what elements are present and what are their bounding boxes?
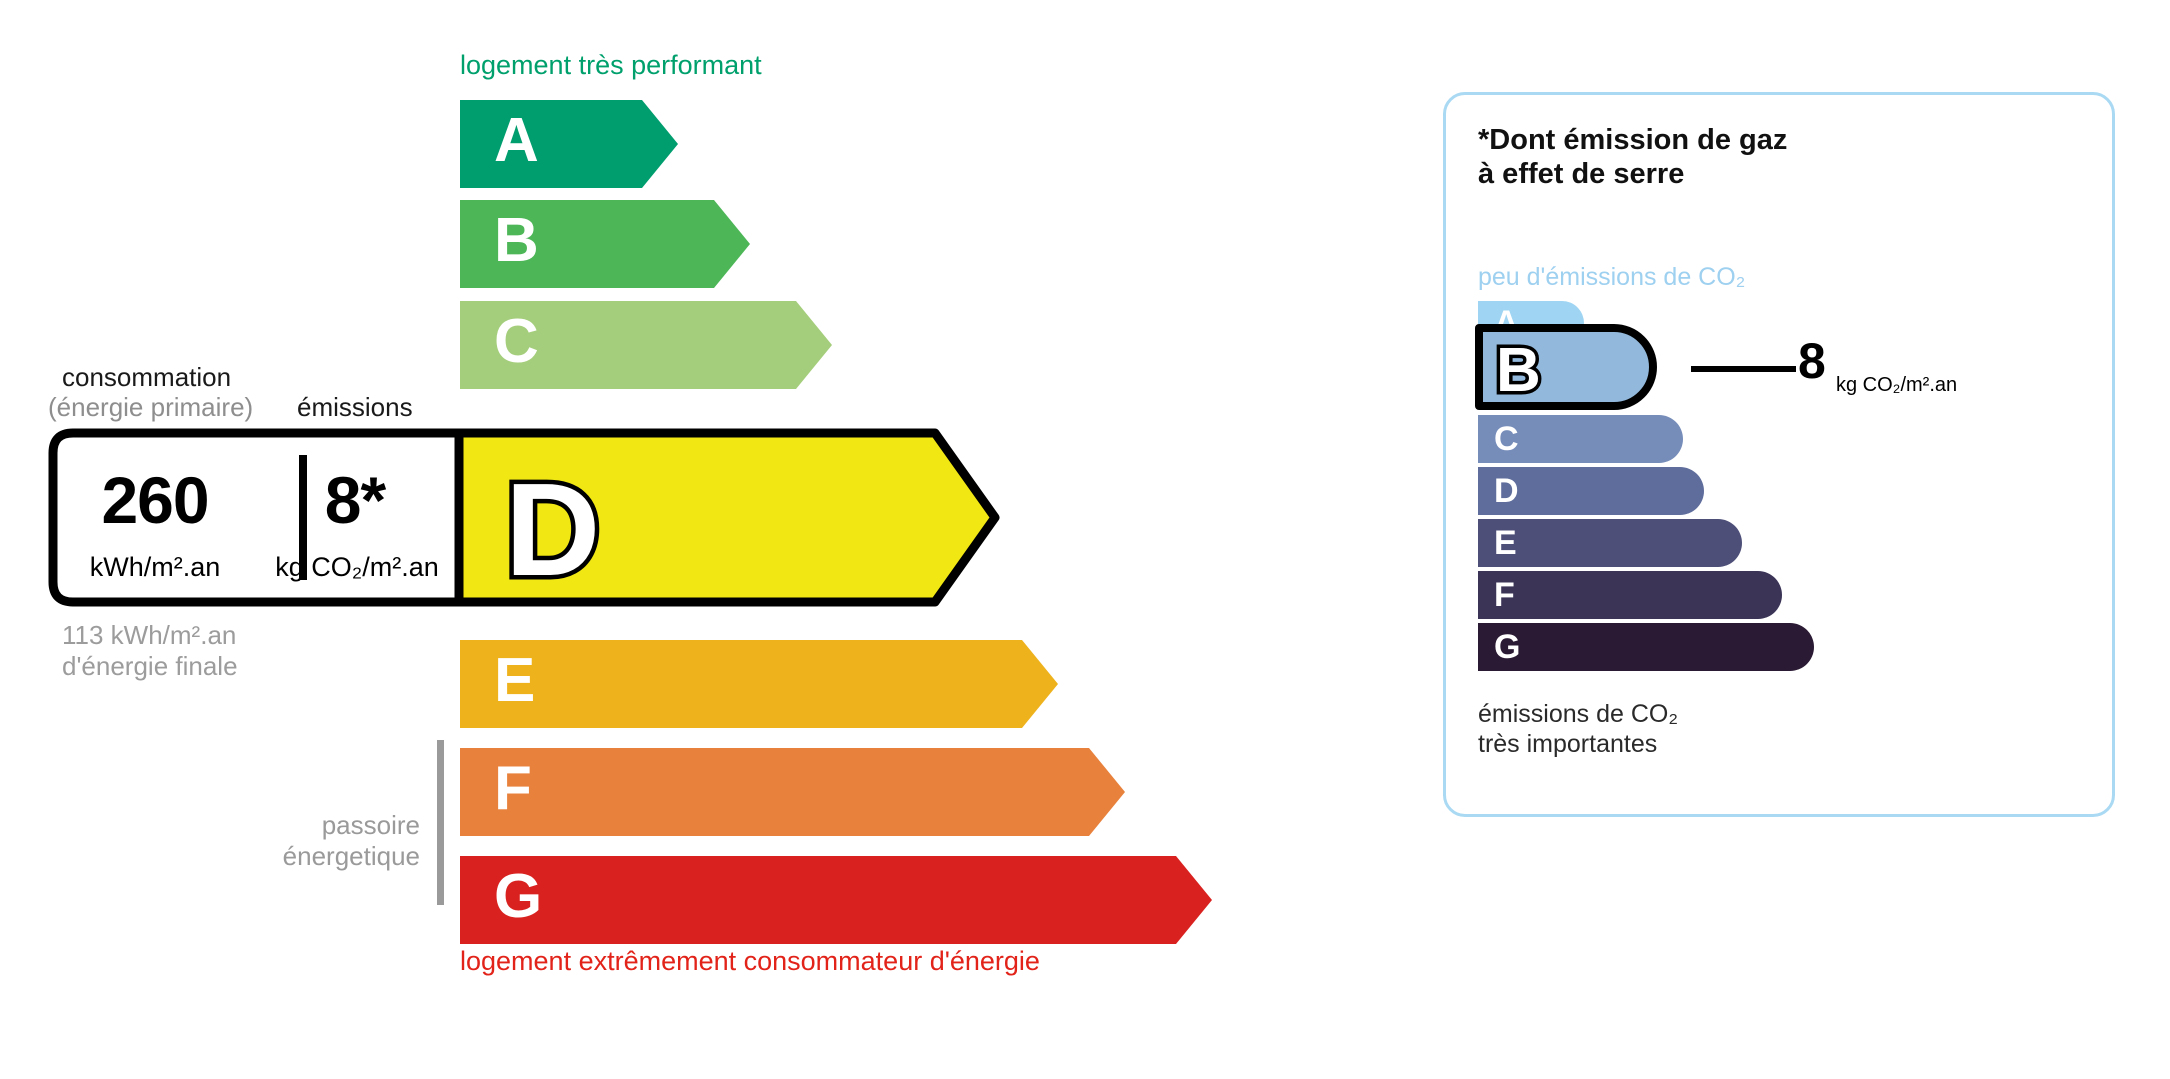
band-b: B — [460, 200, 750, 288]
primary-energy-value: 260 — [101, 463, 209, 537]
ges-bottom-caption-line1: émissions de CO₂ — [1478, 700, 1679, 728]
band-d-selected: D — [45, 425, 1005, 610]
passoire-indicator-bar — [437, 740, 444, 905]
ges-bar-f-letter: F — [1494, 576, 1515, 614]
ges-title-line2: à effet de serre — [1478, 158, 1685, 191]
band-a: A — [460, 100, 678, 188]
band-a-arrow — [460, 100, 678, 188]
ges-value: 8 — [1798, 333, 1826, 389]
band-g-arrow — [460, 856, 1212, 944]
ges-bar-e: E — [1478, 519, 1742, 567]
energy-performance-scale: logement très performant A B C — [45, 50, 1212, 976]
label-energie-primaire: (énergie primaire) — [48, 392, 254, 422]
ges-bar-b-selected: B — [1474, 323, 1684, 411]
ges-callout-line — [1691, 366, 1796, 372]
ges-bar-d: D — [1478, 467, 1704, 515]
ges-bar-c: C — [1478, 415, 1683, 463]
ges-title-line1: *Dont émission de gaz — [1478, 124, 1788, 156]
ges-bar-g-letter: G — [1494, 628, 1521, 666]
band-f: F — [460, 748, 1125, 836]
scale-top-caption: logement très performant — [460, 50, 762, 80]
band-c-arrow — [460, 301, 832, 389]
label-consommation: consommation — [62, 362, 232, 392]
ges-unit: kg CO₂/m².an — [1836, 374, 1958, 396]
emission-value: 8* — [324, 463, 386, 537]
ges-panel: *Dont émission de gaz à effet de serre p… — [1443, 92, 2115, 817]
ges-bottom-caption: émissions de CO₂ très importantes — [1478, 700, 1678, 759]
ges-bar-d-letter: D — [1494, 472, 1519, 510]
ges-bar-e-letter: E — [1494, 524, 1517, 562]
band-f-letter: F — [494, 754, 532, 823]
final-energy-label: d'énergie finale — [62, 650, 238, 681]
label-emissions: émissions — [297, 392, 413, 422]
band-a-letter: A — [494, 106, 539, 175]
passoire-label-line2: énergetique — [282, 840, 420, 871]
ges-bar-c-letter: C — [1494, 420, 1519, 458]
scale-bottom-caption: logement extrêmement consommateur d'éner… — [460, 946, 1040, 976]
svg-text:B: B — [1496, 336, 1541, 405]
passoire-label-line1: passoire — [321, 810, 420, 840]
band-b-arrow — [460, 200, 750, 288]
svg-text:D: D — [505, 456, 600, 603]
ges-bottom-caption-line2: très importantes — [1478, 729, 1658, 758]
band-g: G — [460, 856, 1212, 944]
band-e-arrow — [460, 640, 1058, 728]
band-b-letter: B — [494, 206, 539, 275]
band-e: E — [460, 640, 1058, 728]
final-energy-note: 113 kWh/m².an d'énergie finale — [62, 620, 238, 681]
ges-bar-g: G — [1478, 623, 1814, 671]
band-e-letter: E — [494, 646, 536, 715]
ges-bar-f: F — [1478, 571, 1782, 619]
emission-unit: kg CO₂/m².an — [275, 552, 439, 582]
primary-energy-unit: kWh/m².an — [89, 552, 221, 582]
ges-top-caption: peu d'émissions de CO₂ — [1478, 263, 1746, 291]
final-energy-value: 113 kWh/m².an — [62, 620, 237, 650]
band-c-letter: C — [494, 307, 539, 376]
band-g-letter: G — [494, 862, 543, 931]
passoire-label: passoire énergetique — [230, 810, 420, 871]
band-f-arrow — [460, 748, 1125, 836]
ges-panel-title: *Dont émission de gaz à effet de serre — [1478, 123, 1787, 191]
band-c: C — [460, 301, 832, 389]
